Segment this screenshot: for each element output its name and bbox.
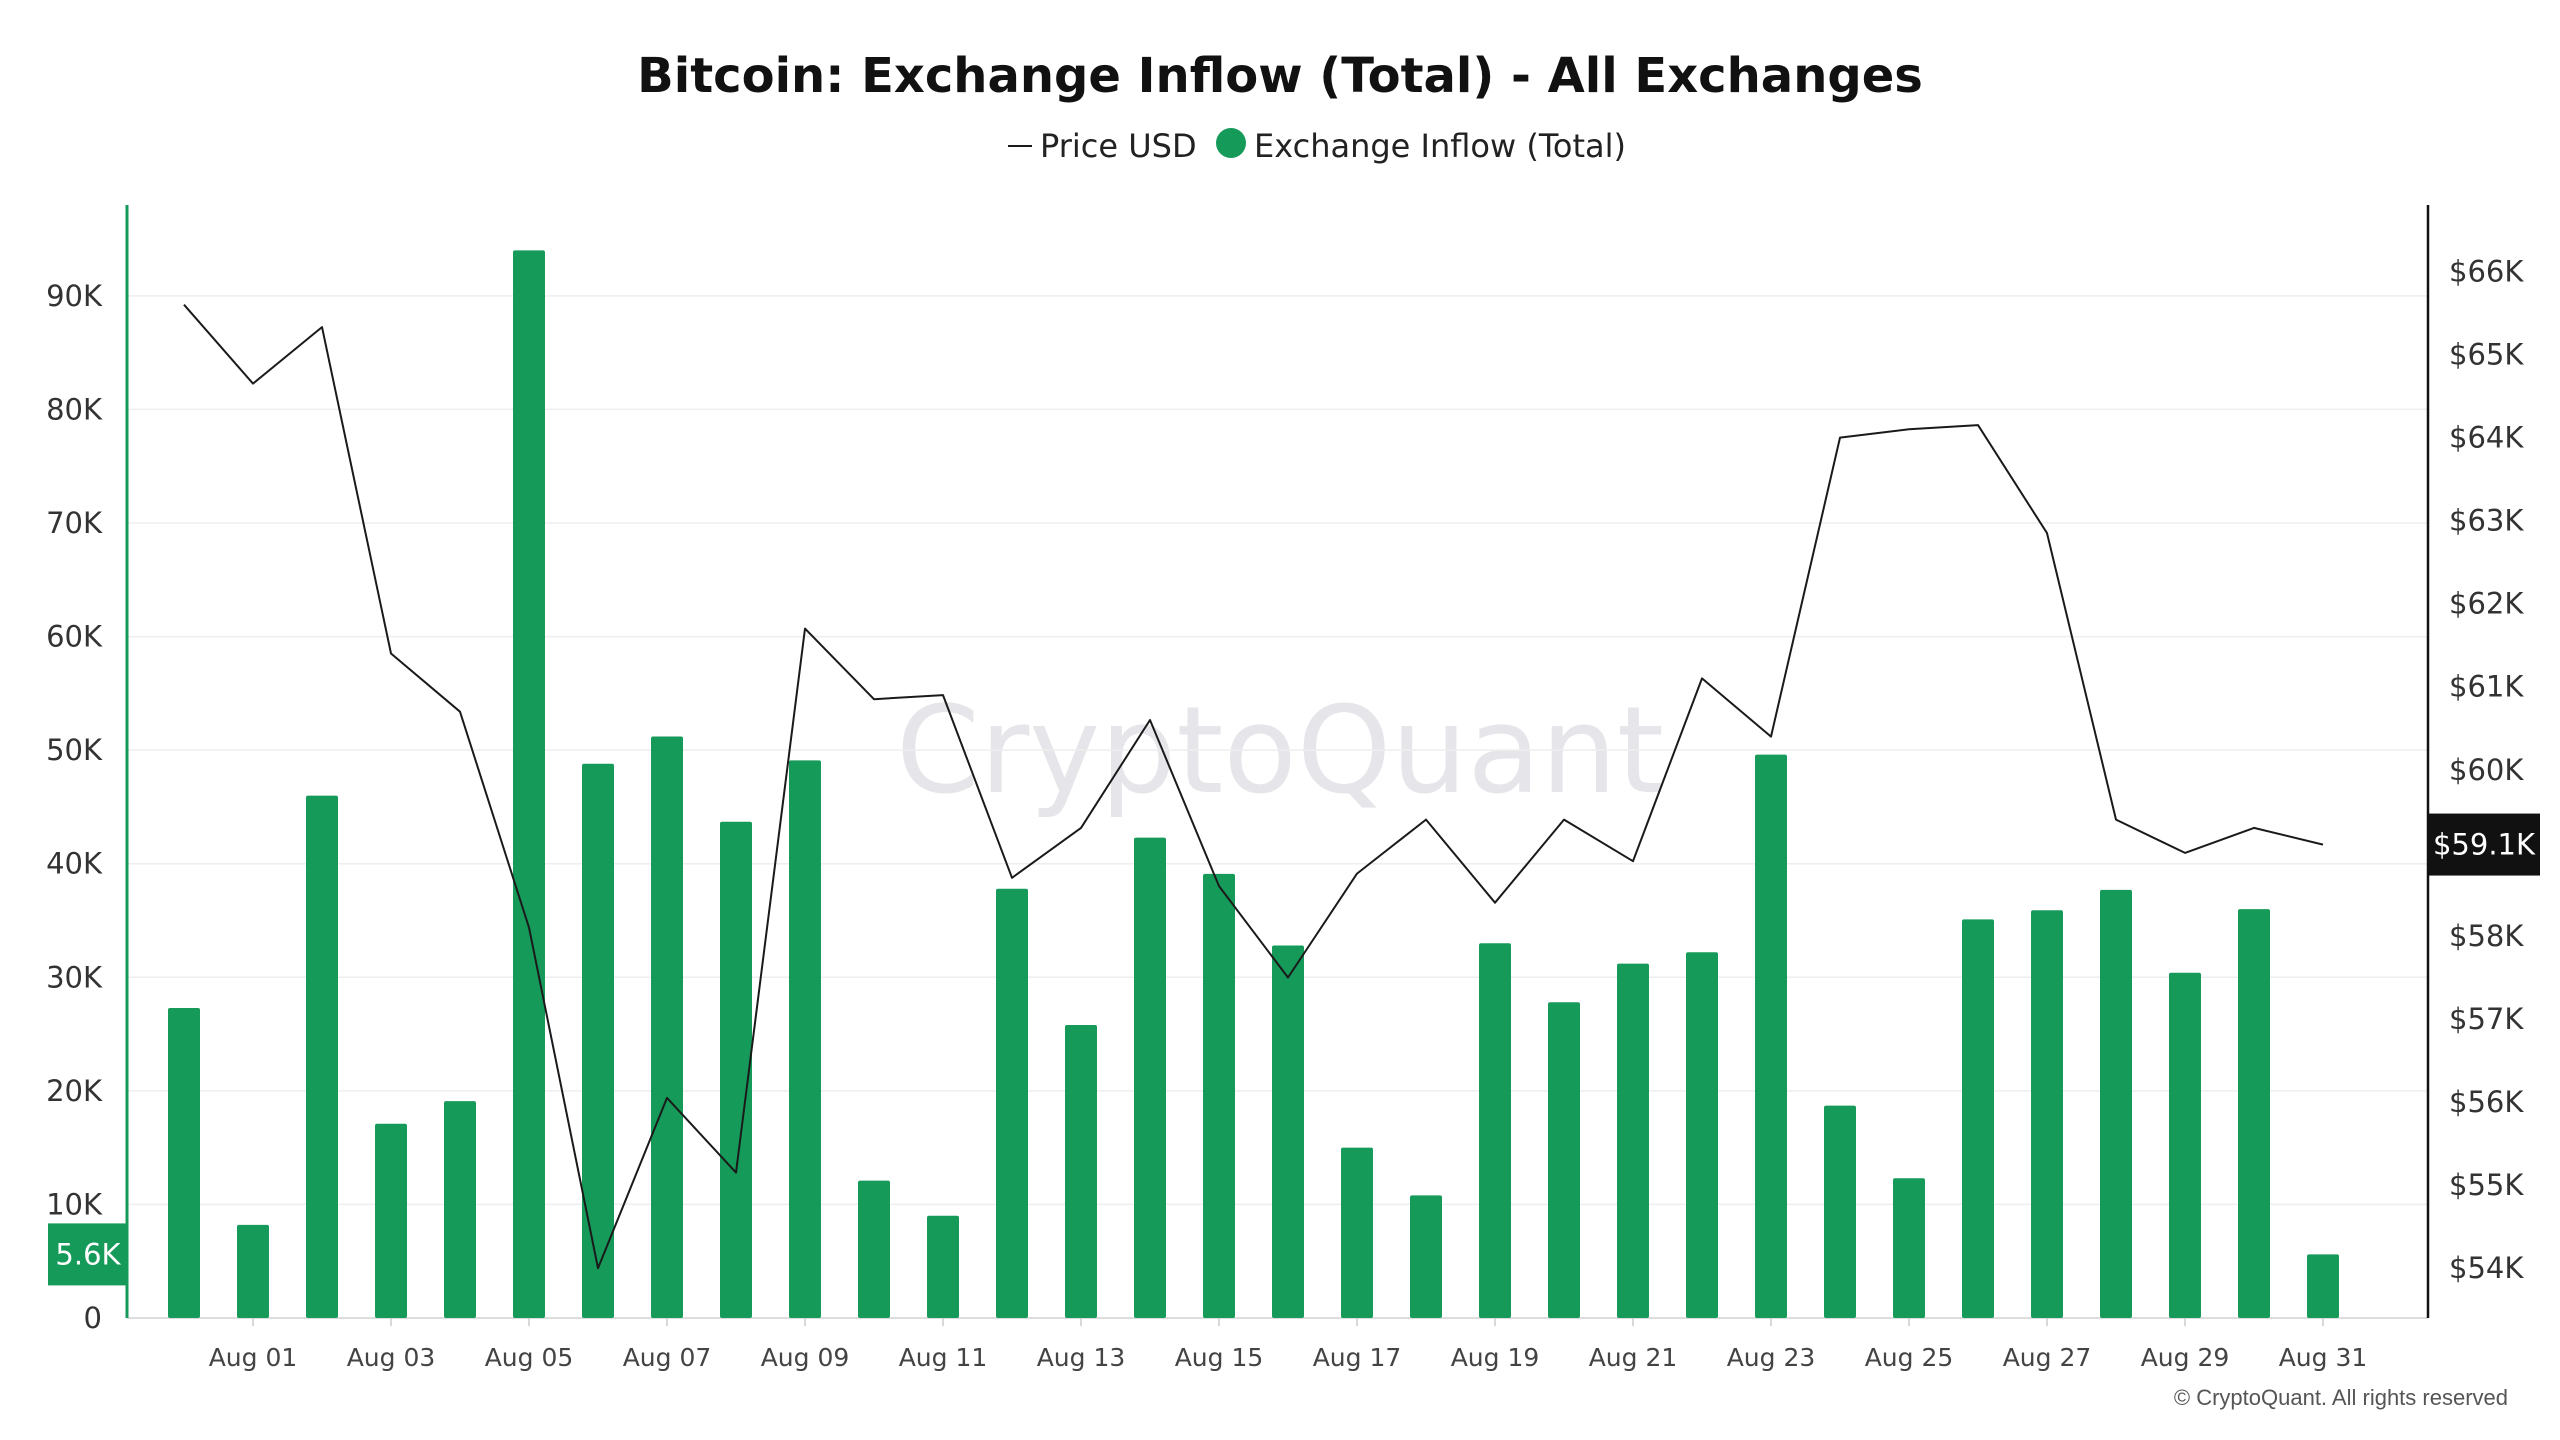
right-tick-label: $54K — [2449, 1251, 2524, 1285]
inflow-bar[interactable] — [1272, 945, 1304, 1318]
x-tick-label: Aug 27 — [2003, 1343, 2092, 1372]
left-tick-label: 90K — [46, 279, 103, 313]
x-tick-label: Aug 25 — [1865, 1343, 1954, 1372]
left-tick-label: 0 — [84, 1301, 102, 1335]
inflow-bar[interactable] — [1824, 1105, 1856, 1318]
grid-lines — [127, 295, 2428, 1319]
legend: Price USD Exchange Inflow (Total) — [1008, 127, 1626, 165]
x-tick-label: Aug 31 — [2279, 1343, 2368, 1372]
x-axis: Aug 01 Aug 03 Aug 05 Aug 07 Aug 09 Aug 11 Aug … — [209, 1318, 2368, 1372]
inflow-bar[interactable] — [2238, 909, 2270, 1318]
right-tick-label: $57K — [2449, 1002, 2524, 1036]
x-tick-label: Aug 29 — [2141, 1343, 2230, 1372]
left-tick-label: 80K — [46, 392, 103, 426]
inflow-bar[interactable] — [996, 888, 1028, 1318]
inflow-bar[interactable] — [1410, 1195, 1442, 1318]
legend-item-inflow[interactable]: Exchange Inflow (Total) — [1216, 127, 1626, 165]
price-line[interactable] — [183, 304, 2324, 1270]
watermark: CryptoQuant — [896, 682, 1664, 821]
current-price-badge — [2428, 813, 2540, 876]
right-tick-label: $62K — [2449, 587, 2524, 621]
right-tick-label: $63K — [2449, 504, 2524, 538]
inflow-bar[interactable] — [237, 1224, 269, 1318]
right-tick-label: $64K — [2449, 421, 2524, 455]
left-tick-label: 10K — [46, 1187, 103, 1221]
inflow-bar[interactable] — [2307, 1254, 2339, 1318]
inflow-bar[interactable] — [858, 1180, 890, 1318]
right-tick-label: $65K — [2449, 338, 2524, 372]
x-tick-label: Aug 11 — [899, 1343, 988, 1372]
x-tick-label: Aug 07 — [623, 1343, 712, 1372]
current-price-badge-label: $59.1K — [2433, 828, 2536, 862]
inflow-bar[interactable] — [1617, 963, 1649, 1318]
right-tick-label: $58K — [2449, 919, 2524, 953]
x-tick-label: Aug 01 — [209, 1343, 298, 1372]
inflow-bar[interactable] — [168, 1007, 200, 1318]
x-tick-label: Aug 05 — [485, 1343, 574, 1372]
inflow-bar[interactable] — [1893, 1178, 1925, 1318]
chart-title: Bitcoin: Exchange Inflow (Total) - All E… — [637, 48, 1923, 104]
x-tick-label: Aug 17 — [1313, 1343, 1402, 1372]
left-tick-label: 70K — [46, 506, 103, 540]
inflow-bar[interactable] — [1686, 952, 1718, 1318]
left-tick-label: 30K — [46, 960, 103, 994]
inflow-bar[interactable] — [1203, 873, 1235, 1318]
inflow-bar[interactable] — [2169, 972, 2201, 1318]
inflow-bar[interactable] — [720, 821, 752, 1318]
legend-label-inflow: Exchange Inflow (Total) — [1254, 127, 1626, 165]
inflow-bar[interactable] — [2031, 910, 2063, 1318]
x-tick-label: Aug 03 — [347, 1343, 436, 1372]
inflow-bar[interactable] — [1548, 1002, 1580, 1318]
inflow-bar[interactable] — [1065, 1024, 1097, 1318]
current-inflow-badge — [48, 1223, 127, 1286]
inflow-bar[interactable] — [375, 1123, 407, 1318]
left-tick-label: 50K — [46, 733, 103, 767]
x-tick-label: Aug 21 — [1589, 1343, 1678, 1372]
inflow-bar[interactable] — [651, 736, 683, 1318]
x-tick-label: Aug 19 — [1451, 1343, 1540, 1372]
inflow-bar[interactable] — [789, 760, 821, 1318]
right-tick-label: $60K — [2449, 753, 2524, 787]
inflow-bar[interactable] — [1134, 837, 1166, 1318]
inflow-bar[interactable] — [513, 250, 545, 1318]
inflow-bar[interactable] — [927, 1215, 959, 1318]
current-inflow-badge-label: 5.6K — [55, 1237, 121, 1271]
right-tick-label: $66K — [2449, 254, 2524, 288]
right-tick-label: $61K — [2449, 670, 2524, 704]
inflow-bar[interactable] — [1479, 943, 1511, 1318]
inflow-bar[interactable] — [1755, 754, 1787, 1318]
left-axis: 0 10K 20K 30K 40K 50K 60K 70K 80K 90K 5.6K — [46, 205, 129, 1335]
price-line-series — [183, 304, 2324, 1270]
inflow-bar[interactable] — [2100, 889, 2132, 1318]
copyright-credit: © CryptoQuant. All rights reserved — [2174, 1385, 2508, 1410]
inflow-bar[interactable] — [582, 763, 614, 1318]
left-tick-label: 60K — [46, 620, 103, 654]
inflow-bar[interactable] — [1341, 1147, 1373, 1318]
inflow-bar[interactable] — [444, 1101, 476, 1318]
inflow-bar[interactable] — [306, 795, 338, 1318]
left-tick-label: 40K — [46, 847, 103, 881]
x-tick-label: Aug 13 — [1037, 1343, 1126, 1372]
legend-label-price: Price USD — [1040, 127, 1197, 165]
legend-item-price[interactable]: Price USD — [1008, 127, 1197, 165]
x-tick-label: Aug 15 — [1175, 1343, 1264, 1372]
right-axis: $54K $55K $56K $57K $58K $60K $61K $62K $63K $64K… — [2426, 205, 2540, 1318]
bar-series — [168, 250, 2339, 1318]
right-tick-label: $56K — [2449, 1085, 2524, 1119]
inflow-bar[interactable] — [1962, 919, 1994, 1318]
x-tick-label: Aug 09 — [761, 1343, 850, 1372]
left-tick-label: 20K — [46, 1074, 103, 1108]
x-tick-label: Aug 23 — [1727, 1343, 1816, 1372]
legend-inflow-dot-icon — [1216, 128, 1246, 158]
right-tick-label: $55K — [2449, 1168, 2524, 1202]
